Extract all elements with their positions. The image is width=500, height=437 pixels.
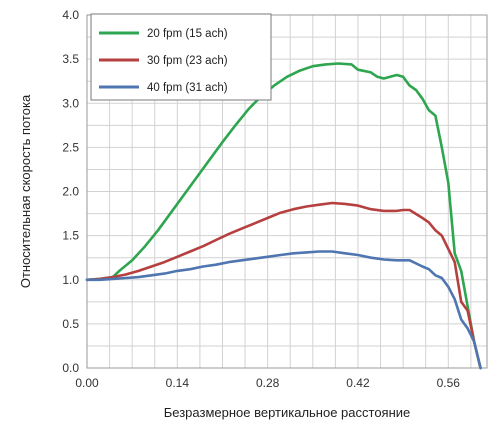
- y-tick-label: 0.0: [62, 361, 79, 375]
- legend-label: 30 fpm (23 ach): [147, 55, 228, 67]
- y-tick-label: 3.5: [62, 52, 79, 66]
- y-axis-label: Относительная скорость потока: [18, 94, 33, 288]
- series-line: [85, 201, 482, 370]
- plot-frame: [86, 14, 488, 369]
- x-axis-label: Безразмерное вертикальное расстояние: [164, 405, 411, 420]
- series-line: [85, 62, 482, 370]
- legend-label: 40 fpm (31 ach): [147, 82, 228, 94]
- y-tick-label: 1.0: [62, 273, 79, 287]
- series-layer: [85, 62, 482, 370]
- legend: 20 fpm (15 ach) 30 fpm (23 ach) 40 fpm (31…: [90, 13, 272, 101]
- x-tick-label: 0.14: [166, 376, 190, 390]
- y-tick-label: 2.5: [62, 140, 79, 154]
- x-tick-label: 0.00: [75, 376, 99, 390]
- series-line: [85, 250, 482, 370]
- y-tick-label: 2.0: [62, 185, 79, 199]
- x-tick-label: 0.42: [346, 376, 370, 390]
- x-tick-label: 0.28: [256, 376, 280, 390]
- y-tick-label: 0.5: [62, 317, 79, 331]
- y-tick-label: 1.5: [62, 229, 79, 243]
- y-tick-label: 4.0: [62, 8, 79, 22]
- tick-labels: 0.00 0.14 0.28 0.42 0.56 0.0 0.5 1.0 1.5 2.0 2.5 3.…: [62, 8, 460, 390]
- legend-label: 20 fpm (15 ach): [147, 28, 228, 40]
- x-tick-label: 0.56: [437, 376, 461, 390]
- y-tick-label: 3.0: [62, 96, 79, 110]
